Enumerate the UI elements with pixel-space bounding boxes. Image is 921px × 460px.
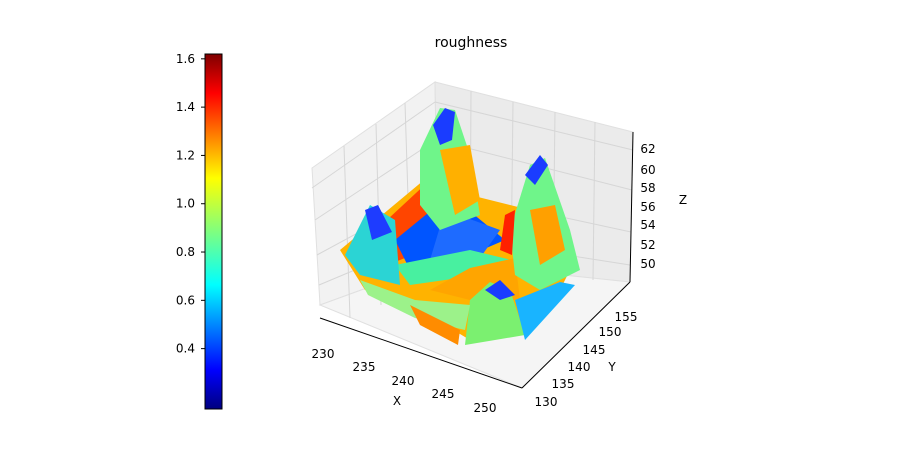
colorbar-ticks: 0.4 0.6 0.8 1.0 1.2 1.4 1.6 [176, 52, 205, 356]
peak-top-orange [440, 145, 480, 215]
y-tick-label: 150 [599, 325, 622, 339]
colorbar-tick-label: 1.4 [176, 100, 195, 114]
x-axis: 230 235 240 245 250 X [312, 317, 523, 415]
y-tick-label: 130 [535, 395, 558, 409]
colorbar-tick-label: 0.8 [176, 245, 195, 259]
surface-front-band [360, 280, 470, 330]
peak-right-red [500, 210, 515, 255]
x-tick-label: 230 [312, 347, 335, 361]
x-tick-label: 240 [392, 374, 415, 388]
z-axis-label: Z [679, 193, 687, 207]
chart-title: roughness [435, 35, 508, 51]
surface [340, 108, 580, 345]
z-tick-label: 52 [640, 238, 655, 252]
colorbar-tick-label: 0.6 [176, 293, 195, 307]
peak-top-tip [433, 108, 455, 145]
y-axis-label: Y [607, 360, 616, 374]
z-tick-label: 50 [640, 257, 655, 271]
peak-front-tip [485, 280, 515, 300]
surface-right-band [515, 282, 575, 340]
surface-front-orange [410, 305, 460, 345]
y-tick-label: 145 [583, 343, 606, 357]
colorbar: 0.4 0.6 0.8 1.0 1.2 1.4 1.6 [176, 52, 223, 410]
colorbar-gradient [204, 53, 223, 410]
colorbar-tick-label: 1.0 [176, 197, 195, 211]
y-tick-label: 155 [615, 310, 638, 324]
colorbar-tick-label: 0.4 [176, 342, 195, 356]
peak-left-tip [365, 205, 392, 240]
y-tick-label: 140 [568, 360, 591, 374]
z-tick-label: 62 [640, 142, 655, 156]
z-tick-label: 54 [640, 218, 655, 232]
x-tick-label: 235 [353, 360, 376, 374]
z-tick-label: 58 [640, 181, 655, 195]
peak-front [465, 282, 525, 345]
peak-right-tip [525, 155, 548, 185]
x-tick-label: 250 [474, 401, 497, 415]
x-tick-labels: 230 235 240 245 250 [312, 347, 497, 415]
peak-right-orange [530, 205, 565, 265]
colorbar-tick-label: 1.2 [176, 148, 195, 162]
y-tick-label: 135 [552, 377, 575, 391]
z-axis: 50 52 54 56 58 60 62 Z [629, 131, 687, 283]
z-tick-label: 56 [640, 200, 655, 214]
z-tick-label: 60 [640, 163, 655, 177]
colorbar-tick-label: 1.6 [176, 52, 195, 66]
x-axis-label: X [393, 394, 401, 408]
surface-band-green [395, 250, 520, 285]
y-axis: 130 135 140 145 150 155 Y [521, 281, 638, 409]
x-tick-label: 245 [432, 387, 455, 401]
